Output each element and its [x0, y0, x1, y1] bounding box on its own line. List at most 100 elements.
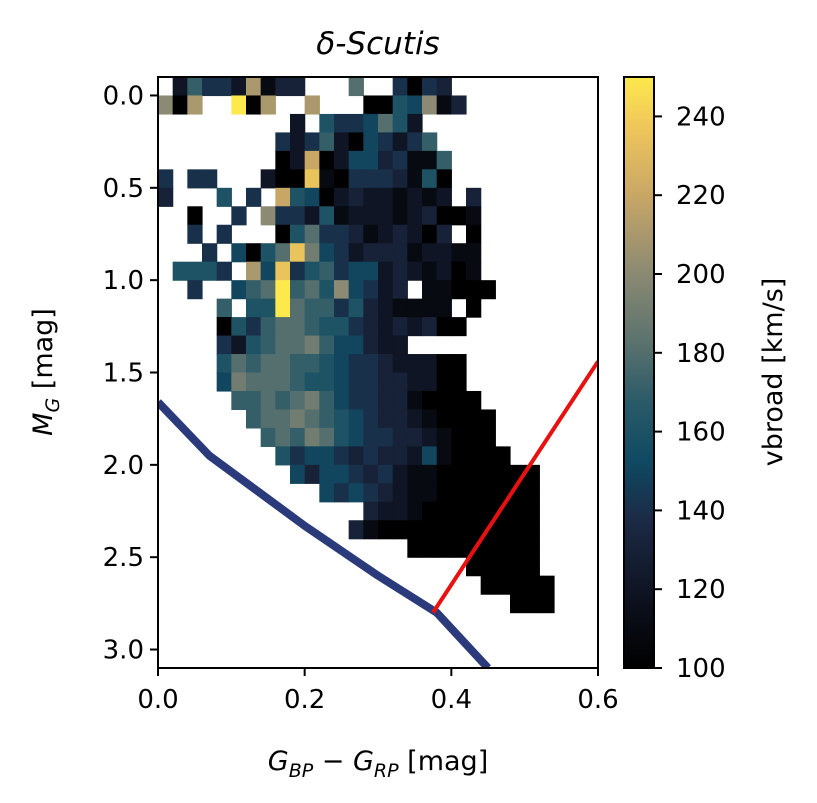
heatmap-cell: [246, 95, 262, 115]
heatmap-cell: [378, 427, 394, 447]
heatmap-cell: [319, 187, 335, 207]
heatmap-cell: [348, 77, 364, 97]
heatmap-cell: [466, 501, 482, 521]
heatmap-cell: [451, 206, 467, 226]
heatmap-cell: [466, 557, 482, 577]
heatmap-cell: [246, 390, 262, 411]
heatmap-cell: [275, 261, 291, 281]
heatmap-cell: [407, 113, 423, 134]
heatmap-cell: [334, 390, 350, 411]
heatmap-cell: [290, 280, 306, 300]
colorbar-ticks: 100 120 140 160 180 200 220 240: [654, 102, 726, 684]
heatmap-cell: [290, 446, 306, 466]
heatmap-cell: [392, 501, 408, 521]
heatmap-cell: [348, 113, 364, 134]
heatmap-cell: [187, 261, 203, 281]
heatmap-cell: [275, 372, 291, 392]
heatmap-cell: [334, 169, 350, 189]
heatmap-cell: [348, 372, 364, 392]
heatmap-cell: [290, 390, 306, 411]
heatmap-cell: [304, 298, 320, 318]
heatmap-cell: [290, 335, 306, 355]
heatmap-cell: [275, 446, 291, 466]
heatmap-cell: [451, 446, 467, 466]
heatmap-cell: [348, 280, 364, 300]
heatmap-cell: [260, 298, 276, 318]
heatmap-cell: [407, 317, 423, 337]
heatmap-cell: [407, 206, 423, 226]
heatmap-cell: [275, 187, 291, 207]
heatmap-cell: [407, 187, 423, 207]
heatmap-cell: [466, 483, 482, 503]
heatmap-cell: [246, 261, 262, 281]
y-axis-label: MG [mag]: [28, 308, 64, 436]
heatmap-cell: [348, 187, 364, 207]
heatmap-cell: [392, 206, 408, 226]
heatmap-cell: [334, 280, 350, 300]
heatmap-cell: [422, 150, 438, 170]
heatmap-cell: [407, 427, 423, 447]
heatmap-cell: [378, 113, 394, 134]
heatmap-cell: [231, 354, 247, 374]
heatmap-cell: [304, 132, 320, 152]
heatmap-cell: [304, 464, 320, 484]
heatmap-cell: [495, 464, 511, 484]
heatmap-cell: [436, 261, 452, 281]
heatmap-cell: [392, 354, 408, 374]
heatmap-cell: [275, 427, 291, 447]
heatmap-cell: [466, 409, 482, 429]
heatmap-cell: [436, 464, 452, 484]
heatmap-cell: [334, 335, 350, 355]
heatmap-cell: [422, 280, 438, 300]
heatmap-cell: [290, 409, 306, 429]
heatmap-cell: [407, 520, 423, 540]
heatmap-cell: [363, 335, 379, 355]
heatmap-cell: [451, 354, 467, 374]
heatmap-cell: [246, 187, 262, 207]
heatmap-cell: [260, 261, 276, 281]
heatmap-cell: [378, 95, 394, 115]
heatmap-cell: [363, 372, 379, 392]
heatmap-cell: [451, 280, 467, 300]
heatmap-cell: [422, 187, 438, 207]
heatmap-cell: [334, 113, 350, 134]
colorbar-tick-label: 220: [676, 181, 726, 211]
heatmap-cell: [378, 520, 394, 540]
heatmap-cell: [407, 243, 423, 263]
heatmap-cell: [436, 372, 452, 392]
heatmap-cell: [348, 317, 364, 337]
heatmap-cell: [304, 206, 320, 226]
y-tick-label: 0.0: [103, 81, 144, 111]
heatmap-cell: [187, 280, 203, 300]
heatmap-cell: [378, 132, 394, 152]
heatmap-cell: [451, 483, 467, 503]
heatmap-cell: [524, 520, 540, 540]
heatmap-cell: [436, 390, 452, 411]
heatmap-cell: [319, 464, 335, 484]
heatmap-cell: [319, 261, 335, 281]
heatmap-cell: [202, 77, 218, 97]
heatmap-cell: [319, 243, 335, 263]
y-axis-ticks: 0.0 0.5 1.0 1.5 2.0 2.5 3.0: [103, 81, 158, 666]
heatmap-cell: [466, 446, 482, 466]
heatmap-cell: [466, 464, 482, 484]
heatmap-cell: [290, 150, 306, 170]
heatmap-cell: [539, 594, 555, 614]
heatmap-cell: [495, 501, 511, 521]
heatmap-cell: [304, 187, 320, 207]
heatmap-cell: [334, 317, 350, 337]
heatmap-cell: [436, 243, 452, 263]
heatmap-cell: [275, 409, 291, 429]
heatmap-cell: [422, 483, 438, 503]
heatmap-cell: [231, 206, 247, 226]
boundary-line: [431, 360, 598, 614]
heatmap-cell: [158, 169, 174, 189]
zams-line: [158, 399, 491, 668]
heatmap-cell: [363, 483, 379, 503]
heatmap-cell: [407, 224, 423, 244]
heatmap-cell: [480, 280, 496, 300]
heatmap-cell: [231, 77, 247, 97]
heatmap-cell: [304, 150, 320, 170]
heatmap-cell: [436, 483, 452, 503]
